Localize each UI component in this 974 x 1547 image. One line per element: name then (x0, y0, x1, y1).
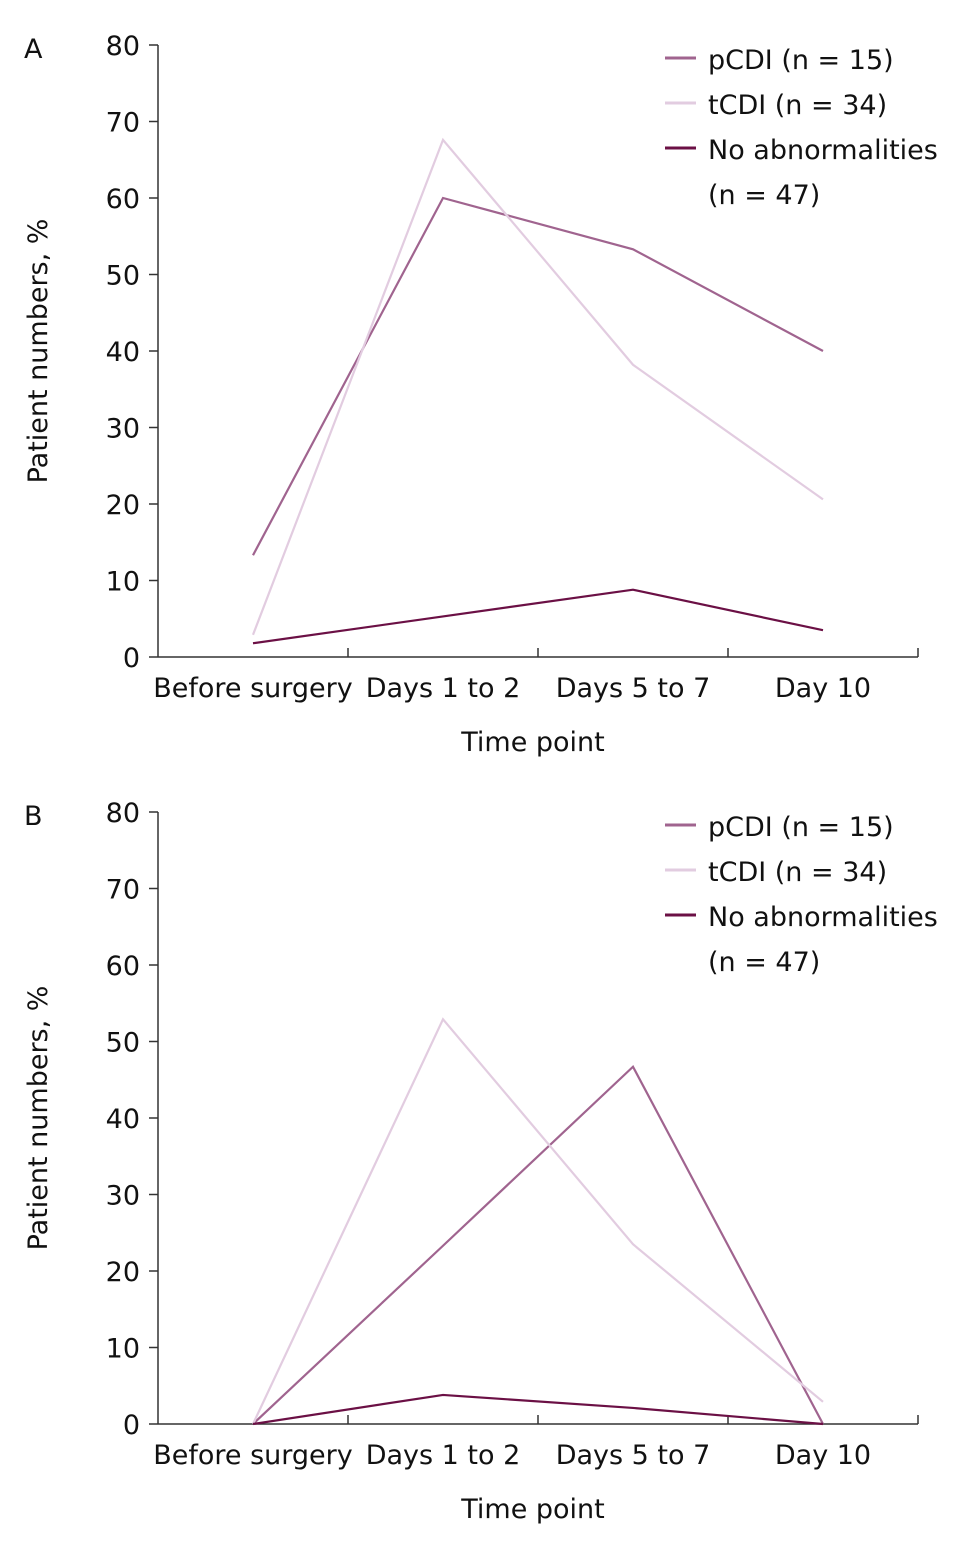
x-tick-label: Days 1 to 2 (366, 1440, 521, 1471)
y-tick-label: 80 (106, 31, 140, 62)
y-tick-label: 50 (106, 1028, 140, 1059)
y-axis-title: Patient numbers, % (23, 219, 54, 484)
x-axis-title: Time point (460, 1494, 605, 1525)
y-tick-label: 40 (106, 337, 140, 368)
series-line (252, 588, 824, 645)
y-tick-label: 20 (106, 1257, 140, 1288)
y-tick-label: 10 (106, 567, 140, 598)
chart-panel: A 0 10 20 30 40 50 60 70 80 Before surgery Days 1 t… (0, 0, 974, 767)
y-tick-label: 10 (106, 1334, 140, 1365)
y-tick-label: 60 (106, 951, 140, 982)
y-axis-title: Patient numbers, % (23, 986, 54, 1251)
legend-entry: No abnormalities (n = 47) (708, 135, 938, 211)
y-tick-label: 30 (106, 414, 140, 445)
series-line (252, 1393, 824, 1426)
panel-label: A (24, 34, 43, 65)
x-tick-label: Days 5 to 7 (556, 673, 711, 704)
series-line (252, 196, 824, 556)
panel-label: B (24, 801, 43, 832)
y-tick-label: 70 (106, 108, 140, 139)
y-tick-label: 80 (106, 798, 140, 829)
legend-entry: No abnormalities (n = 47) (708, 902, 938, 978)
y-tick-label: 0 (123, 643, 140, 674)
x-axis-title: Time point (460, 727, 605, 758)
x-tick-label: Days 1 to 2 (366, 673, 521, 704)
y-tick-label: 30 (106, 1181, 140, 1212)
series-line (251, 137, 824, 636)
series-line (252, 1064, 824, 1425)
y-tick-label: 0 (123, 1410, 140, 1441)
x-tick-label: Before surgery (153, 673, 353, 704)
y-tick-label: 40 (106, 1104, 140, 1135)
x-tick-label: Days 5 to 7 (556, 1440, 711, 1471)
x-tick-label: Before surgery (153, 1440, 353, 1471)
y-tick-label: 60 (106, 184, 140, 215)
legend-entry: tCDI (n = 34) (708, 90, 888, 121)
chart-panel: B 0 10 20 30 40 50 60 70 80 Before surgery Days 1 t… (0, 767, 974, 1534)
x-tick-label: Day 10 (775, 673, 871, 704)
y-tick-label: 20 (106, 490, 140, 521)
legend-entry: pCDI (n = 15) (708, 45, 894, 76)
y-tick-label: 50 (106, 261, 140, 292)
chart: A 0 10 20 30 40 50 60 70 80 Before surgery Days 1 t… (23, 31, 919, 758)
chart: B 0 10 20 30 40 50 60 70 80 Before surgery Days 1 t… (23, 798, 919, 1525)
legend-entry: tCDI (n = 34) (708, 857, 888, 888)
series-line (252, 1017, 824, 1425)
x-tick-label: Day 10 (775, 1440, 871, 1471)
legend-entry: pCDI (n = 15) (708, 812, 894, 843)
y-tick-label: 70 (106, 875, 140, 906)
